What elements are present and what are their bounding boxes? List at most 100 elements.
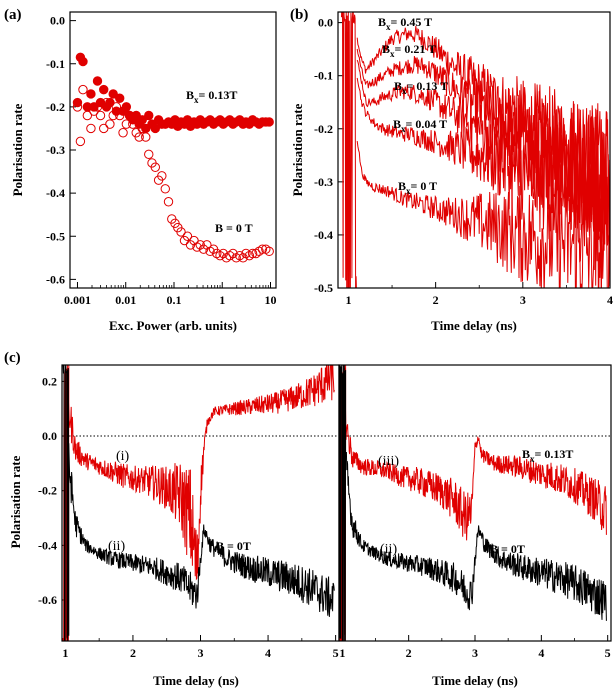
- panel-c-left-xlabel: Time delay (ns): [153, 673, 239, 688]
- panel-b-series-labels: Bx= 0.45 TBx= 0.21 TBx= 0.13 TBx= 0.04 T…: [378, 15, 448, 196]
- panel-a-point-bx: [92, 76, 103, 86]
- panel-b-series-label-main: B: [393, 117, 401, 131]
- panel-c-xtick-label: 4: [538, 646, 544, 660]
- panel-c-left-marks: [62, 365, 339, 641]
- panel-a-annotation-bx-sub: x: [194, 95, 199, 105]
- panel-a-point-b0: [251, 248, 261, 259]
- panel-a-point-b0: [160, 184, 170, 194]
- panel-a-annotation-bx-rest: = 0.13T: [199, 88, 238, 102]
- panel-b-series-label-main: B: [378, 15, 386, 29]
- panel-c-right-frame: [338, 364, 612, 642]
- panel-b-series-label-rest: = 0.21 T: [395, 42, 437, 56]
- panel-c-annotation-bx-sub: x: [530, 454, 535, 464]
- panel-a-point-b0: [128, 119, 138, 129]
- panel-c-annotation-iii: (iii): [378, 454, 399, 469]
- panel-a-xlabel: Exc. Power (arb. units): [109, 318, 237, 333]
- panel-c-series-line: [339, 365, 607, 641]
- panel-a: (a) 0.001 0.01 0.1 1 10 0.0 -0.1 -0.2 -0.3 -0.4 -0…: [4, 7, 277, 333]
- panel-a-point-b0: [78, 84, 88, 95]
- panel-b-series-label-main: B: [398, 179, 406, 193]
- panel-c-annotation-bx-main: B: [522, 447, 530, 461]
- panel-a-point-b0: [212, 248, 222, 259]
- panel-a-point-b0: [99, 123, 109, 134]
- panel-a-point-bx: [99, 84, 109, 95]
- panel-b-xtick-label: 3: [520, 293, 526, 307]
- panel-a-frame: [69, 11, 277, 289]
- panel-a-point-bx: [115, 93, 125, 103]
- panel-b-series-label-main: B: [394, 79, 402, 93]
- panel-a-point-bx: [264, 117, 274, 127]
- panel-c-ytick-label: -0.6: [38, 593, 57, 607]
- panel-a-xtick-label: 0.1: [166, 293, 181, 307]
- panel-c-ytick-label: 0.0: [42, 429, 57, 443]
- panel-a-label: (a): [4, 7, 22, 23]
- panel-a-point-b0: [163, 197, 174, 207]
- panel-b-xtick-label: 2: [433, 293, 439, 307]
- panel-a-point-b0: [144, 149, 154, 160]
- panel-b-ytick-label: -0.1: [314, 69, 333, 83]
- panel-a-ytick-label: -0.1: [46, 57, 65, 71]
- panel-b-label: (b): [290, 7, 308, 23]
- panel-b-series-label-rest: = 0 T: [411, 179, 438, 193]
- panel-a-point-b0: [101, 97, 112, 108]
- panel-a-ytick-label: -0.3: [46, 143, 65, 157]
- panel-c-ytick-label: -0.4: [38, 538, 57, 552]
- panel-c-ylabel: Polarisation rate: [8, 455, 23, 548]
- panel-b-frame: [337, 11, 611, 289]
- panel-a-ytick-label: -0.2: [46, 100, 65, 114]
- panel-c-annotation-ii-left: (ii): [108, 539, 125, 554]
- panel-c-annotation-bx-rest: = 0.13T: [535, 447, 574, 461]
- panel-a-ytick-label: -0.4: [46, 186, 65, 200]
- panel-a-point-b0: [75, 136, 86, 147]
- panel-b-series-label-sub: x: [386, 22, 391, 32]
- panel-b-series-label-sub: x: [402, 86, 407, 96]
- panel-a-point-b0: [111, 102, 122, 112]
- panel-b-marks: [341, 12, 610, 288]
- panel-c-annotation-i: (i): [116, 449, 130, 464]
- panel-a-ytick-label: -0.6: [46, 272, 65, 286]
- panel-b-series-label-main: B: [382, 42, 390, 56]
- panel-a-point-bx: [105, 97, 115, 108]
- panel-c-xtick-label: 2: [406, 646, 412, 660]
- panel-b-ytick-label: 0.0: [318, 16, 333, 30]
- panel-c: (c) 0.20.0-0.2-0.4-0.61 2 3 4 5 1 2 3 4 5 Time de…: [4, 350, 612, 688]
- panel-b-series-label-rest: = 0.13 T: [407, 79, 449, 93]
- panel-a-annotation-b0: B = 0 T: [215, 221, 253, 235]
- panel-c-annotation-b0-left: B = 0T: [216, 539, 251, 553]
- panel-a-point-b0: [150, 162, 161, 172]
- panel-a-marks: [72, 52, 274, 263]
- panel-c-xtick-label: 1: [62, 646, 68, 660]
- panel-a-point-bx: [150, 123, 161, 134]
- panel-c-series-line: [62, 365, 335, 641]
- panel-a-point-b0: [247, 248, 258, 259]
- panel-a-point-b0: [72, 102, 83, 112]
- panel-a-point-b0: [182, 231, 193, 241]
- panel-c-xtick-label: 3: [472, 646, 478, 660]
- panel-b-ticks: 1 2 3 4 0.0 -0.1 -0.2 -0.3 -0.4 -0.5: [314, 16, 613, 307]
- panel-b-xtick-label: 1: [345, 293, 351, 307]
- panel-c-ytick-label: -0.2: [38, 484, 57, 498]
- panel-c-xtick-label: 2: [130, 646, 136, 660]
- panel-a-point-b0: [95, 110, 106, 121]
- panel-c-right-marks: [339, 365, 611, 641]
- panel-b-series-line: [356, 141, 610, 288]
- panel-a-point-b0: [225, 250, 235, 261]
- panel-a-ticks: 0.001 0.01 0.1 1 10 0.0 -0.1 -0.2 -0.3 -0.4 -0.5 -0…: [46, 14, 277, 307]
- panel-a-xtick-label: 1: [219, 293, 225, 307]
- panel-c-annotation-ii-right: (ii): [380, 542, 397, 557]
- panel-b-ytick-label: -0.3: [314, 175, 333, 189]
- panel-b: (b) 1 2 3 40.0-0.1-0.2-0.3-0.4-0.5 Bx= 0.45…: [290, 7, 613, 333]
- panel-a-annotation-bx: Bx= 0.13T: [186, 88, 237, 105]
- panel-a-point-b0: [137, 123, 147, 134]
- panel-a-ytick-label: 0.0: [50, 14, 65, 28]
- panel-b-series-label-rest: = 0.45 T: [391, 15, 433, 29]
- panel-c-xtick-label: 5: [605, 646, 611, 660]
- panel-a-point-b0: [115, 110, 125, 121]
- panel-b-series-line: [356, 77, 610, 271]
- panel-b-series-label: Bx= 0.45 T: [378, 15, 432, 32]
- panel-a-point-b0: [257, 244, 268, 254]
- panel-b-series-label-rest: = 0.04 T: [406, 117, 448, 131]
- panel-a-point-b0: [108, 110, 118, 121]
- panel-a-point-b0: [118, 128, 128, 138]
